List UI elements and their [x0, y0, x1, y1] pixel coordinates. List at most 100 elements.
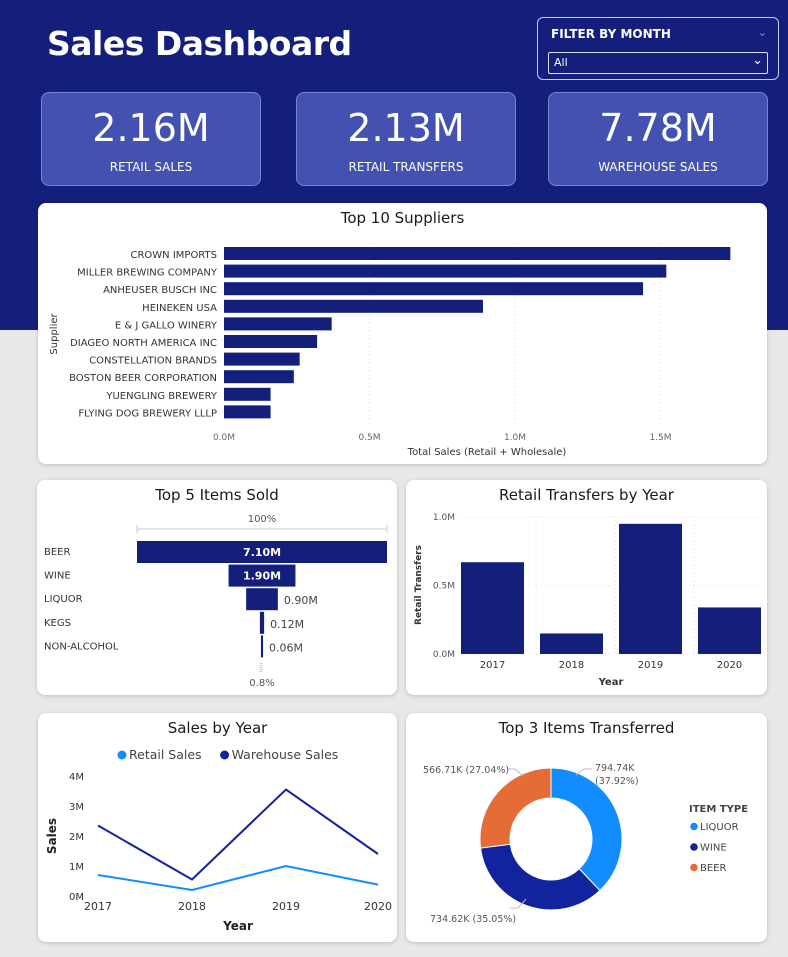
- funnel-value-label: 0.90M: [284, 594, 318, 607]
- transfers-chart-card: Retail Transfers by Year 0.0M 0.5M 1.0M 201…: [406, 480, 767, 695]
- supplier-label: DIAGEO NORTH AMERICA INC: [70, 338, 217, 349]
- x-tick-label: 0.5M: [358, 433, 380, 443]
- supplier-label: MILLER BREWING COMPANY: [77, 268, 218, 279]
- legend-label: BEER: [700, 863, 726, 874]
- y-tick-label: 0.5M: [433, 582, 455, 592]
- y-tick-label: 0.0M: [433, 650, 455, 660]
- y-tick-label: 1M: [69, 862, 84, 873]
- supplier-bar: [224, 264, 667, 278]
- kpi-card-warehouse-sales: 7.78M WAREHOUSE SALES: [548, 92, 768, 186]
- items-sold-chart-card: Top 5 Items Sold 100% BEER 7.10M WINE 1.90M L…: [37, 480, 397, 695]
- supplier-bar: [224, 335, 318, 348]
- funnel-value-label: 7.10M: [243, 546, 281, 559]
- suppliers-bar-chart: 0.0M 0.5M 1.0M 1.5M CROWN IMPORTS MILLER BREW…: [49, 243, 731, 458]
- transfer-column: [619, 523, 682, 654]
- kpi-label: RETAIL SALES: [109, 160, 193, 174]
- legend-marker: [220, 750, 230, 760]
- funnel-bottom-label: 0.8%: [249, 678, 274, 689]
- chevron-down-icon[interactable]: ⌄: [757, 26, 767, 39]
- leader-line: [510, 898, 527, 909]
- supplier-label: E & J GALLO WINERY: [115, 320, 218, 331]
- x-tick-label: 2020: [717, 660, 742, 671]
- chart-title: Top 10 Suppliers: [340, 209, 465, 227]
- kpi-label: WAREHOUSE SALES: [598, 160, 718, 174]
- kpi-value: 2.13M: [347, 106, 465, 150]
- sales-by-year-chart-card: Sales by Year Retail Sales Warehouse Sale…: [38, 713, 397, 942]
- chevron-down-icon[interactable]: ⌄: [752, 53, 763, 68]
- funnel-category-label: BEER: [44, 547, 70, 558]
- y-tick-label: 3M: [69, 802, 84, 813]
- x-tick-label: 2019: [638, 660, 663, 671]
- donut-slice: [479, 767, 552, 849]
- supplier-bar: [224, 299, 483, 313]
- funnel-top-label: 100%: [248, 514, 277, 525]
- funnel-category-label: NON-ALCOHOL: [44, 641, 119, 652]
- donut-slice: [550, 767, 623, 892]
- transfer-column: [698, 607, 761, 654]
- supplier-bar: [224, 387, 271, 401]
- month-dropdown[interactable]: All ⌄: [548, 52, 768, 74]
- supplier-bar: [224, 247, 731, 260]
- kpi-label: RETAIL TRANSFERS: [348, 160, 464, 174]
- x-axis-title: Total Sales (Retail + Wholesale): [407, 447, 567, 458]
- x-tick-label: 1.0M: [504, 433, 526, 443]
- month-filter-slicer[interactable]: FILTER BY MONTH ⌄ All ⌄: [537, 17, 779, 80]
- funnel-bar: [259, 611, 265, 634]
- supplier-bar: [224, 352, 300, 366]
- legend-title: ITEM TYPE: [689, 804, 748, 815]
- funnel-value-label: 0.12M: [270, 618, 304, 631]
- donut-value-label: 734.62K (35.05%): [430, 914, 516, 925]
- kpi-value: 7.78M: [599, 106, 717, 150]
- supplier-label: ANHEUSER BUSCH INC: [103, 285, 217, 296]
- funnel-value-label: 1.90M: [243, 570, 281, 583]
- suppliers-chart-card: Top 10 Suppliers 0.0M 0.5M 1.0M 1.5M CROWN I…: [38, 203, 767, 464]
- sales-by-year-line-chart: Retail Sales Warehouse Sales 0M 1M 2M 3M 4M 201…: [45, 747, 392, 933]
- filter-label: FILTER BY MONTH: [551, 27, 671, 41]
- x-axis-title: Year: [598, 677, 624, 688]
- legend-marker: [690, 843, 698, 851]
- chart-title: Sales by Year: [167, 719, 268, 737]
- month-dropdown-value: All: [554, 56, 568, 69]
- y-axis-title: Supplier: [49, 313, 60, 355]
- funnel-category-label: KEGS: [44, 618, 71, 629]
- leader-line: [575, 768, 592, 776]
- x-tick-label: 2019: [272, 900, 300, 913]
- x-axis-title: Year: [222, 919, 253, 933]
- x-tick-label: 2017: [84, 900, 112, 913]
- chart-title: Retail Transfers by Year: [499, 486, 674, 504]
- supplier-bar: [224, 405, 271, 419]
- donut-value-label: 566.71K (27.04%): [423, 765, 509, 776]
- supplier-label: YUENGLING BREWERY: [105, 391, 218, 402]
- x-tick-label: 1.5M: [649, 433, 671, 443]
- supplier-label: HEINEKEN USA: [142, 303, 217, 314]
- series-line: [97, 864, 379, 892]
- x-tick-label: 2020: [364, 900, 392, 913]
- page-title: Sales Dashboard: [47, 24, 352, 63]
- funnel-bar: [137, 541, 387, 563]
- donut-value-label: (37.92%): [595, 776, 639, 787]
- funnel-category-label: WINE: [44, 571, 71, 582]
- y-axis-title: Retail Transfers: [414, 545, 424, 625]
- supplier-bar: [224, 282, 644, 296]
- items-transferred-chart-card: Top 3 Items Transferred 794.74K (37.92%) 7…: [406, 713, 767, 942]
- legend-label: LIQUOR: [700, 822, 739, 833]
- x-tick-label: 2018: [559, 660, 584, 671]
- supplier-label: BOSTON BEER CORPORATION: [69, 373, 217, 384]
- y-tick-label: 1.0M: [433, 513, 455, 523]
- supplier-label: CROWN IMPORTS: [130, 250, 217, 261]
- funnel-bar: [246, 588, 278, 611]
- funnel-bar: [228, 564, 296, 587]
- x-tick-label: 2017: [480, 660, 505, 671]
- items-transferred-donut-chart: 794.74K (37.92%) 734.62K (35.05%) 566.71K (…: [423, 763, 748, 925]
- leader-line: [508, 768, 524, 777]
- donut-slice: [480, 843, 601, 911]
- legend-label: Warehouse Sales: [232, 747, 339, 762]
- supplier-label: FLYING DOG BREWERY LLLP: [78, 408, 217, 419]
- funnel-category-label: LIQUOR: [44, 594, 83, 605]
- supplier-label: CONSTELLATION BRANDS: [89, 356, 217, 367]
- chart-title: Top 5 Items Sold: [155, 486, 279, 504]
- kpi-card-retail-sales: 2.16M RETAIL SALES: [41, 92, 261, 186]
- transfers-column-chart: 0.0M 0.5M 1.0M 2017 2018 2019 2020 Year Retail T…: [414, 513, 761, 688]
- supplier-bar: [224, 370, 294, 384]
- y-tick-label: 4M: [69, 772, 84, 783]
